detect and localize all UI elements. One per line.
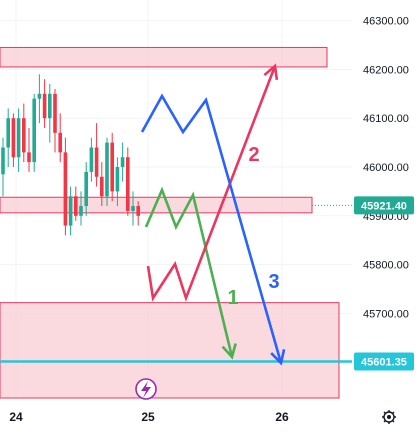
y-tick-label: 46300.00 bbox=[363, 16, 409, 28]
y-tick-label: 46000.00 bbox=[363, 162, 409, 174]
scenario-path-3 bbox=[140, 93, 283, 364]
candle-up bbox=[37, 93, 42, 99]
candle-down bbox=[63, 152, 68, 226]
candle-down bbox=[136, 206, 140, 216]
gear-icon[interactable] bbox=[382, 410, 396, 424]
path-label-3: 3 bbox=[268, 271, 279, 293]
candle-up bbox=[105, 142, 109, 197]
candle-up bbox=[32, 98, 36, 163]
x-tick-label: 24 bbox=[9, 410, 23, 424]
candle-up bbox=[16, 118, 21, 158]
candle-down bbox=[27, 152, 31, 163]
candle-up bbox=[79, 206, 83, 216]
candle-down bbox=[74, 196, 78, 216]
y-tick-label: 46200.00 bbox=[363, 64, 409, 76]
price-tag bbox=[354, 352, 414, 371]
path-label-1: 1 bbox=[227, 287, 238, 309]
scenario-path-2 bbox=[146, 65, 277, 302]
candle-down bbox=[53, 93, 57, 133]
candle-down bbox=[22, 118, 26, 153]
price-tag-label: 45601.35 bbox=[361, 357, 407, 369]
price-tag-label: 45921.40 bbox=[361, 200, 407, 212]
candle-up bbox=[131, 206, 135, 211]
price-axis[interactable]: 46300.0046200.0046100.0046000.0045900.00… bbox=[363, 16, 409, 369]
price-tags: 45921.40 45601.35 bbox=[354, 196, 414, 371]
arrowhead-3 bbox=[270, 349, 286, 366]
candle-down bbox=[11, 118, 16, 158]
path-labels: 1 2 3 bbox=[227, 144, 279, 309]
candle-up bbox=[115, 167, 120, 192]
x-tick-label: 26 bbox=[275, 410, 289, 424]
candle-down bbox=[58, 132, 62, 153]
upper-resistance-zone bbox=[0, 46, 328, 68]
price-tag bbox=[354, 196, 414, 215]
candle-up bbox=[6, 118, 10, 148]
candle-up bbox=[48, 93, 52, 119]
candle-up bbox=[1, 147, 5, 175]
candle-down bbox=[126, 157, 130, 211]
candle-up bbox=[84, 171, 88, 207]
scenario-paths bbox=[140, 63, 286, 366]
lower-demand-zone bbox=[0, 302, 340, 399]
lightning-icon[interactable] bbox=[135, 378, 157, 400]
path-label-2: 2 bbox=[248, 144, 259, 166]
x-tick-label: 25 bbox=[141, 410, 155, 424]
candle-up bbox=[120, 157, 125, 167]
candle-up bbox=[89, 147, 94, 172]
time-axis[interactable]: 24 25 26 bbox=[9, 410, 289, 424]
candle-down bbox=[42, 93, 47, 119]
candle-down bbox=[110, 142, 114, 192]
y-tick-label: 45700.00 bbox=[363, 308, 409, 320]
y-tick-label: 46100.00 bbox=[363, 113, 409, 125]
y-tick-label: 45800.00 bbox=[363, 260, 409, 272]
arrowhead-1 bbox=[221, 343, 237, 360]
candle-down bbox=[94, 147, 99, 177]
arrowhead-2 bbox=[263, 63, 279, 81]
candle-up bbox=[68, 196, 73, 226]
horizontal-lines bbox=[0, 204, 352, 363]
candle-down bbox=[100, 176, 104, 197]
candles bbox=[1, 74, 140, 236]
